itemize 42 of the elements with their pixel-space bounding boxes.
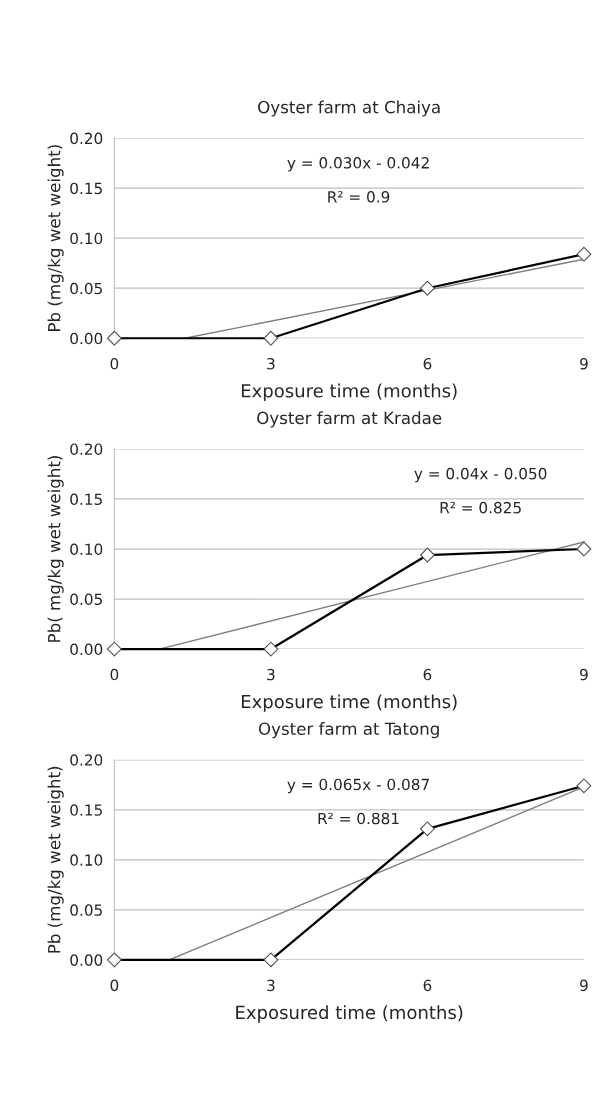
x-tick-label: 0 — [110, 357, 119, 370]
annotation: y = 0.030x - 0.042 — [287, 157, 429, 172]
y-tick-label: 0.15 — [70, 182, 102, 195]
annotation: y = 0.04x - 0.050 — [414, 467, 547, 483]
y-tick-label: 0.05 — [70, 282, 102, 295]
y-tick-label: 0.00 — [70, 954, 103, 966]
y-tick-label: 0.20 — [70, 443, 103, 455]
x-tick-label: 6 — [423, 668, 432, 681]
x-tick-label: 9 — [580, 357, 588, 370]
x-tick-label: 6 — [423, 979, 432, 992]
x-tick-label: 9 — [580, 668, 588, 681]
x-axis-title: Exposure time (months) — [241, 383, 457, 402]
annotation: R² = 0.881 — [318, 812, 399, 825]
y-tick-label: 0.10 — [70, 232, 103, 245]
y-axis-title: Pb( mg/kg wet weight) — [47, 456, 64, 642]
x-axis-title: Exposured time (months) — [236, 1005, 463, 1023]
x-tick-label: 3 — [267, 668, 275, 681]
x-tick-label: 0 — [110, 668, 119, 681]
y-tick-label: 0.20 — [70, 754, 103, 766]
y-axis-title: Pb (mg/kg wet weight) — [47, 766, 64, 953]
x-tick-label: 9 — [580, 979, 588, 992]
y-tick-label: 0.00 — [70, 332, 103, 345]
y-tick-label: 0.20 — [70, 132, 103, 145]
x-tick-label: 6 — [423, 357, 432, 370]
annotation: R² = 0.825 — [440, 501, 521, 514]
chart-title: Oyster farm at Tatong — [258, 722, 439, 739]
chart-title: Oyster farm at Chaiya — [258, 100, 440, 117]
y-tick-label: 0.05 — [70, 904, 102, 916]
y-tick-label: 0.15 — [70, 493, 102, 506]
chart-title: Oyster farm at Kradae — [257, 411, 442, 428]
y-tick-label: 0.00 — [70, 643, 103, 656]
y-tick-label: 0.15 — [70, 804, 102, 816]
x-tick-label: 3 — [267, 357, 275, 370]
y-tick-label: 0.10 — [70, 854, 103, 866]
x-tick-label: 3 — [267, 979, 275, 992]
x-tick-label: 0 — [110, 979, 119, 992]
x-axis-title: Exposure time (months) — [241, 694, 457, 712]
annotation: y = 0.065x - 0.087 — [287, 778, 429, 794]
y-tick-label: 0.05 — [70, 593, 102, 606]
annotation: R² = 0.9 — [328, 191, 390, 203]
y-axis-title: Pb (mg/kg wet weight) — [47, 145, 64, 331]
y-tick-label: 0.10 — [70, 543, 103, 556]
